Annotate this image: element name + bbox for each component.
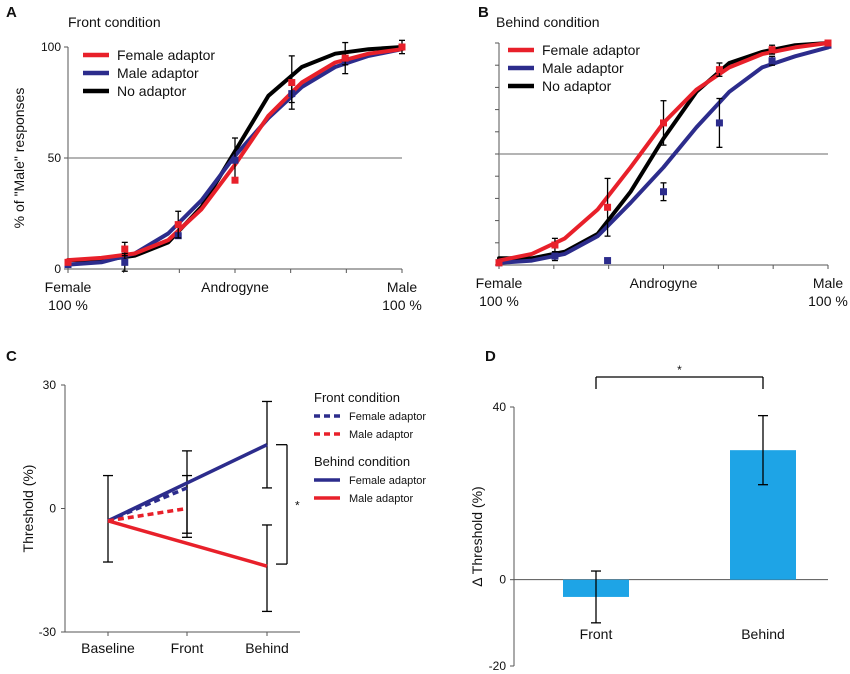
legend-label: Male adaptor — [349, 493, 414, 505]
data-point-male-adaptor — [604, 257, 612, 265]
panel-d: D -20 0 40 Δ Threshold (%) Front Behind * — [469, 348, 828, 673]
data-point-female-adaptor — [288, 79, 296, 87]
panel-c: C -30 0 30 Threshold (%) Baseline Front Behind *… — [6, 348, 426, 656]
panel-letter: D — [485, 348, 496, 365]
x-tick-label-sub: 100 % — [808, 293, 848, 309]
data-point-female-adaptor — [341, 54, 349, 62]
data-point-female-adaptor — [231, 176, 239, 184]
significance-star: * — [295, 498, 300, 512]
data-point-female-adaptor — [495, 259, 503, 267]
x-tick-label: Behind — [741, 626, 785, 642]
x-tick-label: Male — [387, 279, 418, 295]
x-tick-label-sub: 100 % — [479, 293, 519, 309]
legend-label: No adaptor — [542, 78, 612, 94]
data-point-male-adaptor — [121, 258, 129, 266]
data-point-male-adaptor — [768, 57, 776, 65]
x-tick-label: Front — [580, 626, 613, 642]
legend-label: Female adaptor — [349, 475, 426, 487]
x-tick-label: Androgyne — [630, 275, 698, 291]
error-bar — [591, 570, 601, 624]
data-point-female-adaptor — [174, 221, 182, 229]
series-front-male-adaptor — [107, 506, 188, 523]
y-tick-label: 30 — [43, 378, 57, 392]
y-tick-label: 0 — [54, 262, 61, 276]
error-bar — [103, 474, 113, 563]
data-point-female-adaptor — [121, 245, 129, 253]
panel-a: A Front condition 0 50 100 % of "Male" respon… — [6, 4, 422, 313]
x-tick-label-sub: 100 % — [382, 297, 422, 313]
data-point-male-adaptor — [551, 252, 559, 260]
y-tick-label: -20 — [489, 659, 507, 673]
series-behind-female-adaptor — [107, 443, 268, 523]
panel-title: Behind condition — [496, 14, 600, 30]
series-front-female-adaptor — [107, 486, 188, 523]
data-point-female-adaptor — [551, 241, 559, 249]
error-bar — [758, 414, 768, 486]
legend-label: Male adaptor — [349, 429, 414, 441]
panel-b: B Behind condition Female 100 % Androgyne Mal… — [476, 4, 848, 309]
data-point-female-adaptor — [660, 119, 667, 127]
legend-label: No adaptor — [117, 83, 187, 99]
legend-heading: Behind condition — [314, 454, 410, 469]
y-tick-label: 40 — [493, 400, 507, 414]
x-tick-label: Female — [45, 279, 92, 295]
data-point-female-adaptor — [398, 43, 406, 51]
data-point-female-adaptor — [604, 203, 612, 211]
legend-label: Male adaptor — [542, 60, 624, 76]
panel-letter: C — [6, 348, 17, 365]
y-axis-label: Threshold (%) — [20, 465, 36, 553]
error-bar — [262, 524, 272, 613]
significance-star: * — [677, 363, 682, 377]
x-tick-label: Female — [476, 275, 523, 291]
legend-heading: Front condition — [314, 390, 400, 405]
legend-label: Male adaptor — [117, 65, 199, 81]
panel-letter: B — [478, 4, 489, 21]
legend-label: Female adaptor — [349, 411, 426, 423]
y-axis-label: Δ Threshold (%) — [469, 486, 485, 586]
data-point-male-adaptor — [660, 188, 667, 196]
x-tick-label: Androgyne — [201, 279, 269, 295]
significance-bracket: * — [595, 363, 764, 389]
x-tick-label-sub: 100 % — [48, 297, 88, 313]
error-bar — [262, 400, 272, 489]
data-point-male-adaptor — [715, 119, 723, 127]
x-tick-label: Front — [171, 640, 204, 656]
legend-label: Female adaptor — [542, 42, 640, 58]
y-axis-label: % of "Male" responses — [11, 88, 27, 229]
significance-bracket: * — [276, 444, 300, 565]
legend-label: Female adaptor — [117, 47, 215, 63]
y-tick-label: -30 — [39, 625, 57, 639]
x-tick-label: Male — [813, 275, 844, 291]
x-tick-label: Behind — [245, 640, 289, 656]
data-point-female-adaptor — [768, 46, 776, 54]
y-tick-label: 0 — [499, 573, 506, 587]
data-point-female-adaptor — [64, 258, 72, 266]
error-bar — [182, 474, 192, 538]
x-tick-label: Baseline — [81, 640, 135, 656]
y-tick-label: 0 — [49, 502, 56, 516]
data-point-female-adaptor — [715, 66, 723, 74]
y-tick-label: 100 — [41, 40, 61, 54]
panel-title: Front condition — [68, 14, 161, 30]
data-point-female-adaptor — [824, 39, 832, 47]
series-behind-male-adaptor — [107, 519, 268, 568]
panel-letter: A — [6, 4, 17, 21]
data-point-male-adaptor — [231, 156, 239, 164]
y-tick-label: 50 — [48, 151, 62, 165]
